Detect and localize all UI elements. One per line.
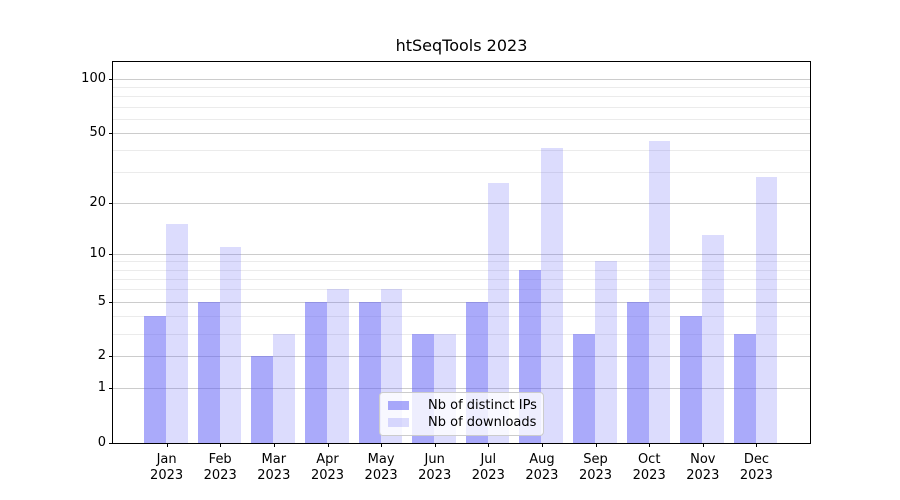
x-tick-label: Mar 2023 [257,452,291,483]
bar-distinct-ips [251,356,274,443]
legend-label-distinct-ips: Nb of distinct IPs [428,397,537,413]
bar-downloads [487,182,510,443]
gridline-minor [113,261,810,263]
y-tick-label: 5 [97,293,106,309]
y-tick-mark [109,132,113,134]
gridline-minor [113,150,810,151]
gridline-major [113,132,810,134]
x-tick-label: Jan 2023 [150,452,184,483]
bar-distinct-ips [197,301,220,443]
y-tick-mark [109,253,113,255]
gridline-minor [113,316,810,317]
gridline-major [113,78,810,80]
bar-distinct-ips [305,301,327,443]
y-tick-mark [109,301,113,303]
gridline-minor [113,106,810,108]
bar-downloads [273,333,295,443]
legend: Nb of distinct IPs Nb of downloads [379,392,544,436]
bar-downloads [595,261,617,443]
gridline-major [113,356,810,358]
gridline-major [113,202,810,204]
y-tick-label: 0 [97,435,106,450]
bar-downloads [702,234,724,443]
bar-downloads [648,140,671,443]
y-tick-mark [109,356,113,358]
bar-downloads [219,246,242,443]
x-tick-mark [273,443,275,447]
bar-distinct-ips [626,301,649,443]
gridline-major [113,253,810,255]
y-tick-label: 1 [97,380,106,396]
legend-swatch-distinct-ips [388,400,409,410]
x-tick-mark [702,443,704,447]
x-tick-mark [381,443,383,447]
x-tick-mark [541,443,543,447]
x-tick-mark [220,443,222,447]
bar-downloads [755,177,778,443]
bar-distinct-ips [680,316,703,443]
gridline-minor [113,289,810,291]
x-tick-mark [649,443,651,447]
gridline-minor [113,172,810,173]
y-tick-mark [109,388,113,390]
legend-swatch-downloads [388,418,409,428]
gridline-minor [113,278,810,280]
y-tick-label: 2 [97,348,106,364]
y-tick-mark [109,202,113,204]
x-tick-mark [434,443,436,447]
x-tick-label: May 2023 [364,452,398,483]
gridline-minor [113,118,810,120]
gridline-minor [113,96,810,98]
chart-title: htSeqTools 2023 [395,36,528,55]
x-tick-mark [756,443,758,447]
x-tick-mark [166,443,168,447]
legend-item-distinct-ips: Nb of distinct IPs [386,398,537,413]
gridline-minor [113,269,810,271]
bar-downloads [327,289,349,443]
x-tick-label: Aug 2023 [525,452,559,483]
y-tick-mark [109,78,113,80]
y-tick-label: 50 [89,124,106,140]
x-tick-label: Jul 2023 [471,452,505,483]
y-tick-mark [109,443,113,444]
y-tick-label: 100 [81,70,106,86]
legend-item-downloads: Nb of downloads [386,415,537,430]
x-tick-mark [595,443,597,447]
y-tick-label: 20 [89,194,106,210]
bar-downloads [166,224,188,443]
bar-distinct-ips [573,333,595,443]
gridline-major [113,301,810,303]
gridline-major [113,388,810,390]
bar-distinct-ips [733,333,756,443]
y-tick-label: 10 [89,245,106,261]
x-tick-mark [488,443,490,447]
x-tick-label: Nov 2023 [686,452,720,483]
bar-distinct-ips [358,301,381,443]
legend-label-downloads: Nb of downloads [428,415,537,431]
gridline-minor [113,333,810,335]
x-tick-label: Jun 2023 [418,452,452,483]
bar-downloads [541,148,563,443]
x-tick-label: Oct 2023 [632,452,666,483]
x-tick-label: Feb 2023 [203,452,237,483]
bar-distinct-ips [144,316,167,443]
gridline-minor [113,87,810,89]
x-tick-label: Apr 2023 [310,452,345,483]
x-tick-label: Sep 2023 [578,452,613,483]
x-tick-label: Dec 2023 [739,452,773,483]
x-tick-mark [327,443,329,447]
